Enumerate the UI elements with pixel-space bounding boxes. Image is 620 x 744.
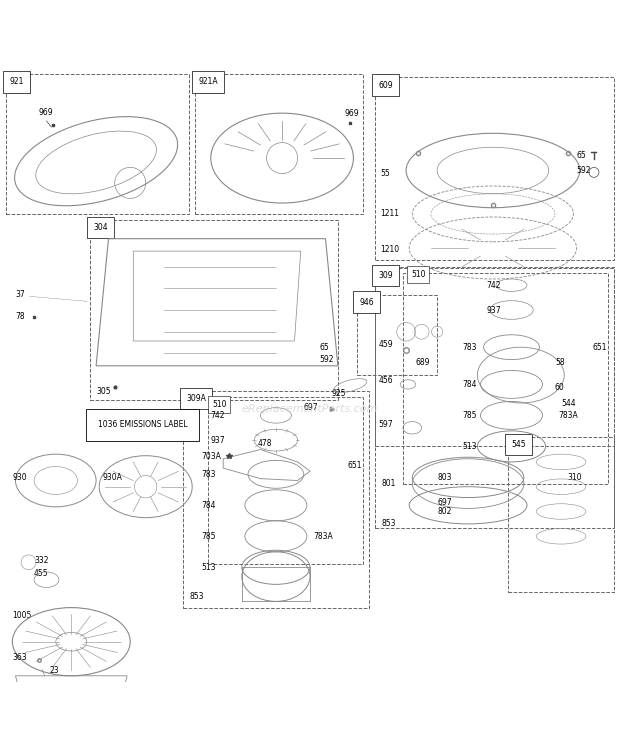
Bar (375, 77, 614, 260)
Text: 510: 510 (212, 400, 226, 409)
Text: 783: 783 (462, 343, 476, 352)
Text: 510: 510 (411, 270, 425, 279)
Bar (508, 437, 614, 592)
Text: 609: 609 (378, 80, 393, 89)
Text: 23: 23 (50, 667, 60, 676)
Text: 55: 55 (381, 169, 391, 178)
Text: 697: 697 (304, 403, 319, 412)
Text: 459: 459 (378, 339, 393, 349)
Text: 37: 37 (16, 290, 25, 299)
Text: 697: 697 (437, 498, 452, 507)
Bar (6, 74, 189, 214)
Text: 803: 803 (437, 473, 451, 482)
Text: 60: 60 (555, 383, 565, 392)
Text: 597: 597 (378, 420, 393, 429)
Text: 545: 545 (512, 440, 526, 449)
Text: 456: 456 (378, 376, 393, 385)
Bar (403, 273, 608, 484)
Bar (356, 295, 437, 375)
Text: 65: 65 (577, 150, 587, 159)
Text: 309A: 309A (186, 394, 206, 403)
Bar (195, 74, 363, 214)
Text: 784: 784 (202, 501, 216, 510)
Text: 930: 930 (12, 473, 27, 482)
Bar (375, 266, 614, 446)
Text: 802: 802 (437, 507, 451, 516)
Text: 937: 937 (487, 306, 502, 315)
Text: 310: 310 (567, 473, 582, 482)
Text: 742: 742 (211, 411, 225, 420)
Text: 651: 651 (347, 461, 361, 469)
Text: 853: 853 (189, 592, 203, 601)
Text: 742: 742 (487, 280, 501, 289)
Text: 592: 592 (319, 355, 334, 364)
Text: 513: 513 (202, 562, 216, 572)
Bar (90, 220, 338, 400)
Text: 65: 65 (319, 343, 329, 352)
Text: 1210: 1210 (381, 245, 400, 254)
Text: 785: 785 (462, 411, 476, 420)
Text: 332: 332 (34, 556, 48, 565)
Text: 78: 78 (16, 312, 25, 321)
Text: 309: 309 (378, 271, 393, 280)
Text: 1036 EMISSIONS LABEL: 1036 EMISSIONS LABEL (98, 420, 187, 429)
Text: 1211: 1211 (381, 209, 400, 219)
Text: 703A: 703A (202, 452, 221, 461)
Text: 783A: 783A (313, 532, 333, 541)
Text: 513: 513 (462, 442, 476, 451)
Text: 304: 304 (93, 223, 108, 232)
Text: 784: 784 (462, 380, 476, 389)
Bar (208, 397, 363, 564)
Text: 969: 969 (38, 108, 53, 117)
Text: 969: 969 (344, 109, 359, 118)
Text: 853: 853 (381, 519, 396, 528)
Text: 651: 651 (592, 343, 606, 352)
Bar (183, 391, 369, 608)
Text: 544: 544 (561, 399, 576, 408)
Text: 783A: 783A (558, 411, 578, 420)
Text: 1005: 1005 (12, 611, 32, 620)
Text: 946: 946 (360, 298, 374, 307)
Text: 921: 921 (9, 77, 24, 86)
Text: 689: 689 (415, 358, 430, 368)
Text: 363: 363 (12, 652, 27, 661)
Text: eReplacementParts.com: eReplacementParts.com (242, 404, 378, 414)
Text: 921A: 921A (198, 77, 218, 86)
Bar (375, 268, 614, 528)
Text: 455: 455 (34, 569, 49, 578)
Text: 937: 937 (211, 436, 226, 445)
Text: 305: 305 (96, 388, 111, 397)
Text: 785: 785 (202, 532, 216, 541)
Text: 58: 58 (555, 358, 565, 368)
Text: 783: 783 (202, 469, 216, 479)
Text: 930A: 930A (102, 473, 122, 482)
Text: 478: 478 (257, 439, 272, 448)
Text: 925: 925 (332, 389, 346, 398)
Text: 592: 592 (577, 166, 591, 175)
Text: 801: 801 (381, 479, 396, 488)
